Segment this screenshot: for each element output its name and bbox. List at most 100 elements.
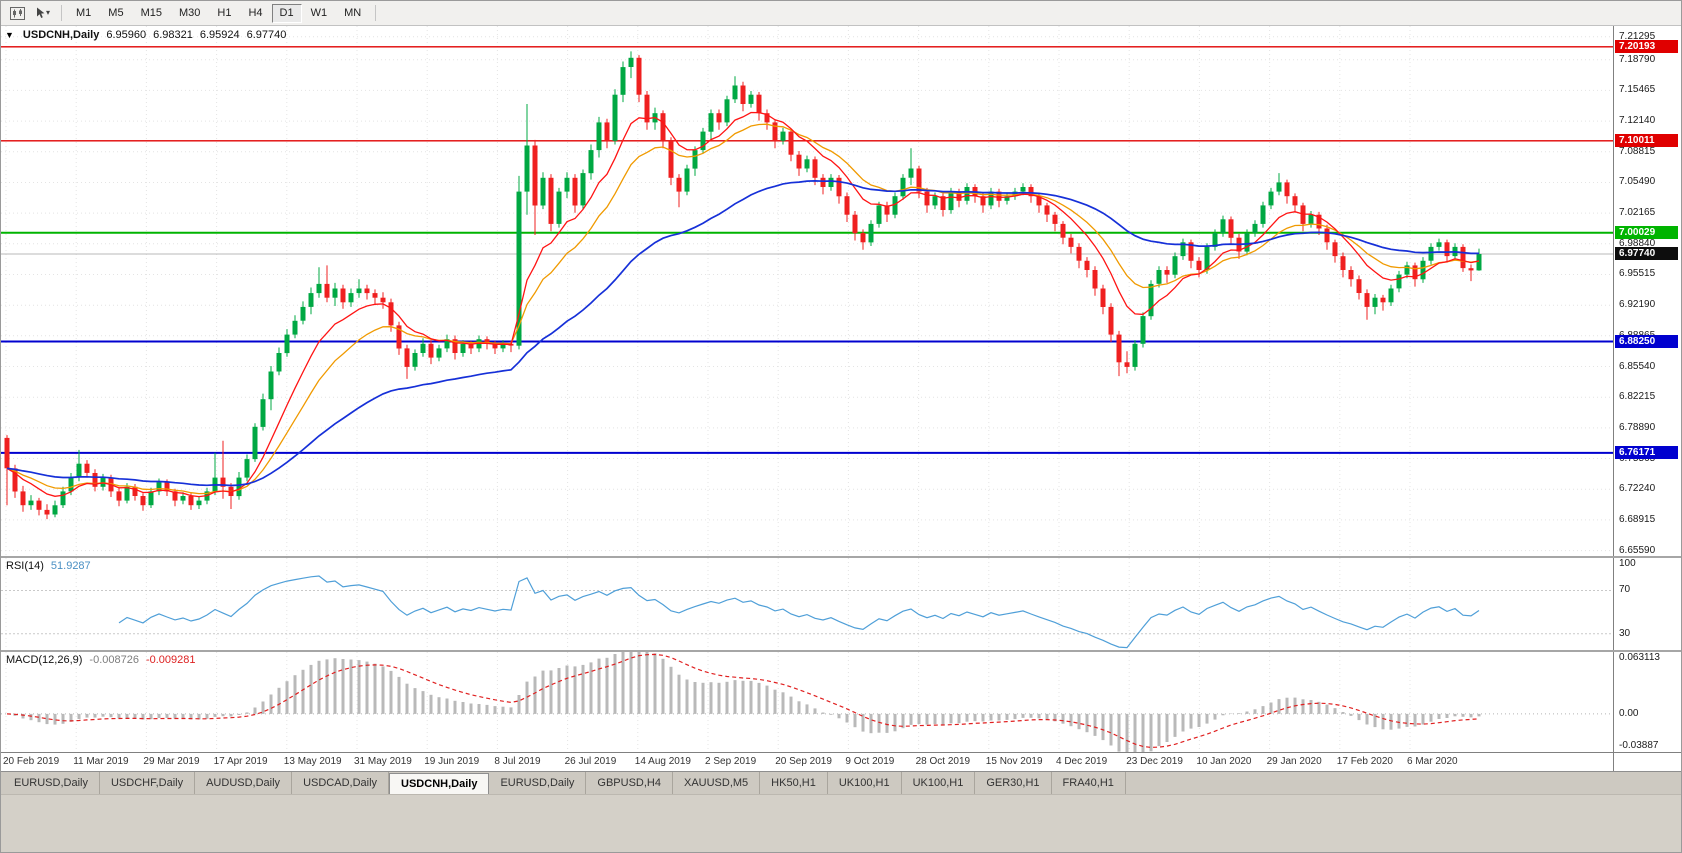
toolbar: ▾ M1 M5 M15 M30 H1 H4 D1 W1 MN: [1, 1, 1681, 26]
price-tick: 7.15465: [1619, 84, 1656, 96]
price-tick: -0.03887: [1619, 740, 1659, 751]
date-label: 14 Aug 2019: [634, 756, 691, 767]
price-tick: 6.98840: [1619, 237, 1656, 249]
chart-symbol: USDCNH,Daily: [22, 29, 100, 41]
date-label: 2 Sep 2019: [705, 756, 757, 767]
price-badge: 7.00029: [1615, 225, 1678, 239]
macd-axis: 0.063113 0.00 -0.03887: [1613, 652, 1681, 752]
timeframe-button-h1[interactable]: H1: [209, 4, 239, 23]
chart-tab[interactable]: USDCNH,Daily: [389, 773, 490, 794]
chart-templates-button[interactable]: [5, 3, 29, 23]
date-label: 17 Feb 2020: [1336, 756, 1393, 767]
macd-name: MACD(12,26,9): [6, 654, 83, 666]
price-axis[interactable]: 7.21295 7.18790 7.15465 7.12140 7.08815 7.054…: [1613, 26, 1681, 556]
chart-tab[interactable]: UK100,H1: [902, 772, 976, 794]
macd-signal-value: -0.009281: [145, 654, 196, 666]
timeframe-button-d1[interactable]: D1: [271, 3, 302, 23]
price-tick: 70: [1619, 584, 1631, 596]
bar-close-value: 6.97740: [246, 29, 287, 41]
date-label: 10 Jan 2020: [1196, 756, 1252, 767]
chart-tab[interactable]: GER30,H1: [975, 772, 1052, 794]
price-tick: 6.72240: [1619, 483, 1656, 495]
macd-plot[interactable]: MACD(12,26,9) -0.008726 -0.009281: [1, 652, 1613, 752]
price-chart-panel: ▼ USDCNH,Daily 6.95960 6.98321 6.95924 6…: [1, 26, 1681, 556]
one-click-collapse-icon[interactable]: ▼: [5, 30, 14, 40]
date-label: 11 Mar 2019: [73, 756, 129, 767]
timeframe-button-m30[interactable]: M30: [171, 4, 208, 23]
chart-icon: [9, 6, 25, 20]
bar-low-value: 6.95924: [199, 29, 240, 41]
panel-splitter[interactable]: [1, 650, 1681, 652]
macd-main-value: -0.008726: [89, 654, 139, 666]
date-label: 28 Oct 2019: [915, 756, 971, 767]
price-tick: 7.12140: [1619, 115, 1656, 127]
rsi-name: RSI(14): [6, 560, 44, 572]
price-tick: 0.063113: [1619, 652, 1660, 663]
chevron-down-icon: ▾: [45, 8, 50, 17]
price-tick: 7.02165: [1619, 207, 1656, 219]
chart-tab[interactable]: UK100,H1: [828, 772, 902, 794]
chart-tab[interactable]: EURUSD,Daily: [3, 772, 100, 794]
timeframe-button-m15[interactable]: M15: [133, 4, 170, 23]
rsi-label: RSI(14) 51.9287: [6, 560, 91, 572]
date-label: 17 Apr 2019: [213, 756, 268, 767]
timeframe-button-mn[interactable]: MN: [336, 4, 369, 23]
timeframe-button-h4[interactable]: H4: [240, 4, 270, 23]
date-label: 19 Jun 2019: [424, 756, 480, 767]
timeframe-button-w1[interactable]: W1: [303, 4, 336, 23]
price-badge: 7.20193: [1615, 39, 1678, 53]
price-tick: 6.85540: [1619, 360, 1656, 372]
price-badge: 7.10011: [1615, 133, 1678, 147]
date-label: 20 Sep 2019: [775, 756, 832, 767]
chart-tab[interactable]: EURUSD,Daily: [489, 772, 587, 794]
chart-tab[interactable]: USDCAD,Daily: [292, 772, 390, 794]
panel-splitter[interactable]: [1, 556, 1681, 558]
cursor-icon: [36, 7, 45, 19]
price-tick: 6.95515: [1619, 268, 1656, 280]
date-label: 8 Jul 2019: [494, 756, 541, 767]
macd-panel: MACD(12,26,9) -0.008726 -0.009281 0.0631…: [1, 652, 1681, 752]
price-tick: 7.21295: [1619, 30, 1656, 42]
bar-open-value: 6.95960: [106, 29, 147, 41]
rsi-panel: RSI(14) 51.9287 100 70 30: [1, 558, 1681, 650]
chart-tab[interactable]: FRA40,H1: [1052, 772, 1126, 794]
price-tick: 7.05490: [1619, 176, 1656, 188]
status-bar: [1, 794, 1681, 852]
rsi-axis: 100 70 30: [1613, 558, 1681, 650]
chart-tab[interactable]: HK50,H1: [760, 772, 828, 794]
timeframe-button-m5[interactable]: M5: [100, 4, 131, 23]
rsi-value: 51.9287: [50, 560, 91, 572]
price-badge: 6.97740: [1615, 246, 1678, 260]
timeframe-toolbar: M1 M5 M15 M30 H1 H4 D1 W1 MN: [68, 3, 369, 23]
price-tick: 6.68915: [1619, 513, 1656, 525]
price-chart-plot[interactable]: ▼ USDCNH,Daily 6.95960 6.98321 6.95924 6…: [1, 26, 1613, 556]
date-label: 29 Jan 2020: [1266, 756, 1322, 767]
bar-high-value: 6.98321: [153, 29, 193, 41]
chart-tab[interactable]: USDCHF,Daily: [100, 772, 196, 794]
timeframe-button-m1[interactable]: M1: [68, 4, 99, 23]
price-tick: 6.65590: [1619, 544, 1656, 556]
chart-tab[interactable]: XAUUSD,M5: [673, 772, 761, 794]
date-label: 13 May 2019: [283, 756, 342, 767]
axis-corner: [1613, 753, 1681, 771]
price-tick: 100: [1619, 558, 1636, 569]
date-label: 20 Feb 2019: [3, 756, 60, 767]
date-label: 15 Nov 2019: [985, 756, 1043, 767]
price-tick: 6.82215: [1619, 391, 1656, 403]
toolbar-separator: [61, 5, 62, 21]
macd-label: MACD(12,26,9) -0.008726 -0.009281: [6, 654, 196, 666]
toolbar-separator: [375, 5, 377, 21]
price-tick: 0.00: [1619, 707, 1639, 719]
chart-tab[interactable]: AUDUSD,Daily: [195, 772, 293, 794]
price-badge: 6.88250: [1615, 334, 1678, 348]
chart-tab-bar: EURUSD,Daily USDCHF,Daily AUDUSD,Daily USDC…: [1, 771, 1681, 794]
price-tick: 6.78890: [1619, 421, 1656, 433]
time-axis-labels[interactable]: 20 Feb 2019 11 Mar 2019 29 Mar 2019 17 Apr …: [1, 753, 1613, 771]
chart-title: ▼ USDCNH,Daily 6.95960 6.98321 6.95924 6…: [5, 29, 286, 41]
date-label: 31 May 2019: [354, 756, 412, 767]
price-tick: 6.92190: [1619, 299, 1656, 311]
rsi-plot[interactable]: RSI(14) 51.9287: [1, 558, 1613, 650]
cursor-tool-button[interactable]: ▾: [31, 3, 55, 23]
chart-tab[interactable]: GBPUSD,H4: [586, 772, 673, 794]
